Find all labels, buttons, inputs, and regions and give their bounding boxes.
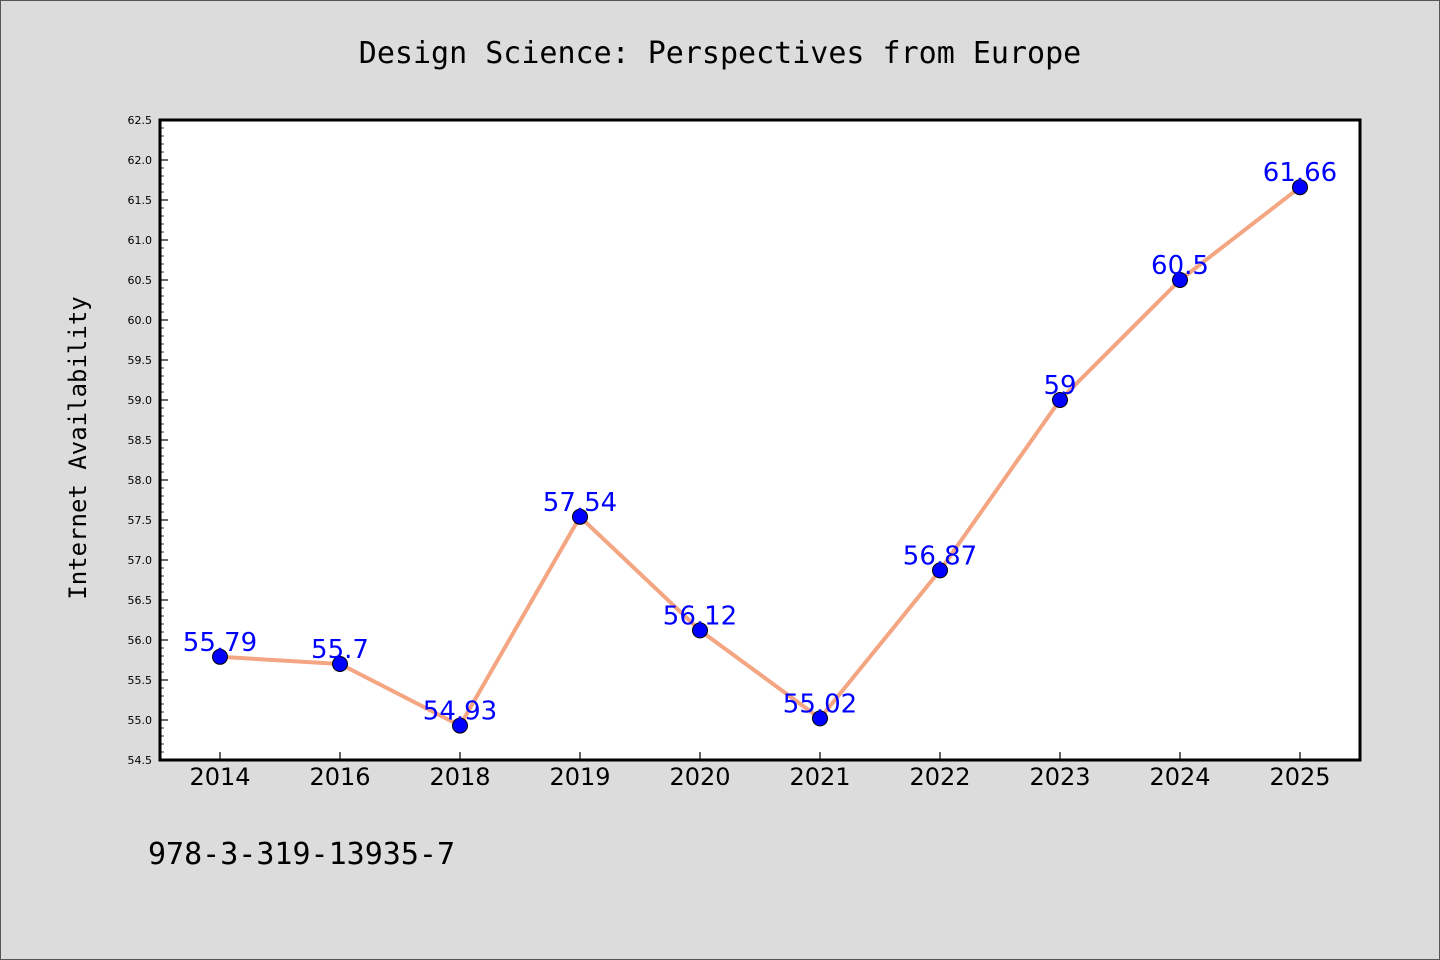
data-point-marker <box>812 710 828 727</box>
y-tick-label: 55.0 <box>128 714 153 727</box>
data-point-marker <box>332 656 348 672</box>
plot-area <box>158 118 1362 762</box>
data-point-marker <box>572 508 588 525</box>
x-tick-label: 2018 <box>429 763 490 791</box>
y-axis-label: Internet Availability <box>64 296 92 599</box>
data-label: 60.5 <box>1151 251 1209 281</box>
chart-title: Design Science: Perspectives from Europe <box>359 36 1081 71</box>
y-tick-label: 58.5 <box>128 434 153 447</box>
data-label: 54.93 <box>423 697 497 727</box>
data-label: 55.02 <box>783 689 857 719</box>
y-tick-label: 60.5 <box>128 274 153 287</box>
y-tick-label: 57.0 <box>128 554 153 567</box>
isbn-footer: 978-3-319-13935-7 <box>148 837 455 872</box>
y-axis-ticks: 54.5 55.0 55.5 56.0 56.5 57.0 57.5 58.0 58.5 59.0… <box>128 114 168 767</box>
data-point-marker <box>692 622 708 639</box>
y-tick-label: 58.0 <box>128 474 153 487</box>
data-label: 56.12 <box>663 601 737 631</box>
data-labels: 55.79 55.7 54.93 57.54 56.12 55.02 56.87 59 60.5… <box>183 158 1337 726</box>
data-label: 57.54 <box>543 488 617 518</box>
x-tick-label: 2014 <box>189 763 250 791</box>
y-tick-label: 57.5 <box>128 514 153 527</box>
y-tick-label: 60.0 <box>128 314 153 327</box>
y-tick-label: 59.0 <box>128 394 153 407</box>
x-tick-label: 2020 <box>669 763 730 791</box>
data-label: 61.66 <box>1263 158 1337 188</box>
x-tick-label: 2022 <box>909 763 970 791</box>
data-point-marker <box>212 648 228 665</box>
data-label: 59 <box>1043 371 1076 401</box>
data-label: 55.7 <box>311 635 369 665</box>
data-label: 56.87 <box>903 541 977 571</box>
y-tick-label: 54.5 <box>128 754 153 767</box>
x-tick-label: 2024 <box>1149 763 1210 791</box>
series-line <box>219 185 1302 728</box>
data-label: 55.79 <box>183 628 257 658</box>
x-tick-label: 2021 <box>789 763 850 791</box>
data-point-marker <box>452 717 468 734</box>
data-point-marker <box>1172 272 1188 288</box>
data-point-marker <box>1052 392 1068 408</box>
data-markers <box>212 179 1308 734</box>
y-tick-label: 59.5 <box>128 354 153 367</box>
y-tick-label: 55.5 <box>128 674 153 687</box>
x-tick-label: 2019 <box>549 763 610 791</box>
y-tick-label: 56.0 <box>128 634 153 647</box>
y-tick-label: 61.5 <box>128 194 153 207</box>
y-tick-label: 62.0 <box>128 154 153 167</box>
data-point-marker <box>1292 179 1308 196</box>
y-tick-label: 61.0 <box>128 234 153 247</box>
y-tick-label: 56.5 <box>128 594 153 607</box>
x-tick-label: 2016 <box>309 763 370 791</box>
x-tick-label: 2023 <box>1029 763 1090 791</box>
data-point-marker <box>932 562 948 579</box>
y-tick-label: 62.5 <box>128 114 153 127</box>
x-axis-ticks: 2014 2016 2018 2019 2020 2021 2022 2023 2024 2025 <box>189 752 1331 791</box>
x-tick-label: 2025 <box>1269 763 1330 791</box>
